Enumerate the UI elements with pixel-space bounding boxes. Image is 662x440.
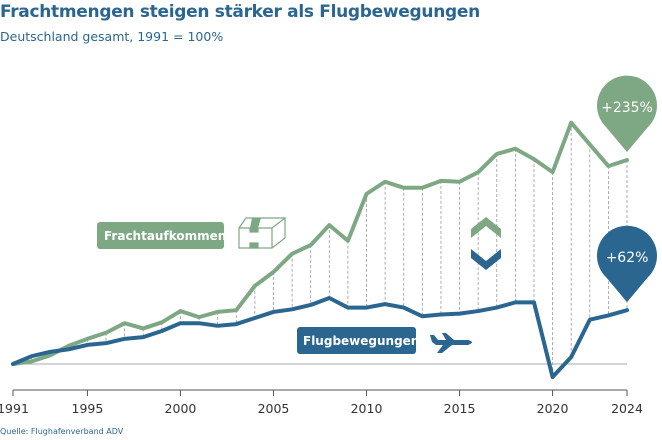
chevron-up-icon xyxy=(471,217,501,238)
series-lines xyxy=(11,120,629,380)
end-label-text: +62% xyxy=(606,250,649,266)
chart-title: Frachtmengen steigen stärker als Flugbew… xyxy=(0,2,480,22)
x-tick-label: 2000 xyxy=(165,401,197,416)
divergence-arrows xyxy=(471,217,501,270)
x-tick-label: 2005 xyxy=(258,401,290,416)
package-icon xyxy=(238,217,287,249)
x-tick-label: 1995 xyxy=(72,401,104,416)
x-tick-label: 1991 xyxy=(0,401,29,416)
airplane-icon xyxy=(430,333,472,353)
x-tick-label: 2024 xyxy=(611,401,643,416)
x-tick-label: 2015 xyxy=(444,401,476,416)
x-ticks: 1991 1995 2000 2005 2010 2015 2020 2024 xyxy=(0,390,643,416)
x-tick-label: 2010 xyxy=(351,401,383,416)
year-connectors xyxy=(31,122,628,378)
end-label-pin: +235% xyxy=(597,75,657,153)
series-line-frachtaufkommen xyxy=(11,120,629,366)
end-label-text: +235% xyxy=(601,100,653,116)
chevron-down-icon xyxy=(471,249,501,270)
chart-subtitle: Deutschland gesamt, 1991 = 100% xyxy=(0,29,224,44)
source-note: Quelle: Flughafenverband ADV xyxy=(0,427,124,436)
end-label-pin: +62% xyxy=(597,225,657,303)
legend-frachtaufkommen: Frachtaufkommen xyxy=(97,217,287,249)
legend-label-frachtaufkommen: Frachtaufkommen xyxy=(104,229,226,243)
legend-flugbewegungen: Flugbewegungen xyxy=(297,327,472,354)
series-line-flugbewegungen xyxy=(11,296,629,380)
legend-label-flugbewegungen: Flugbewegungen xyxy=(303,334,419,348)
x-tick-label: 2020 xyxy=(537,401,569,416)
